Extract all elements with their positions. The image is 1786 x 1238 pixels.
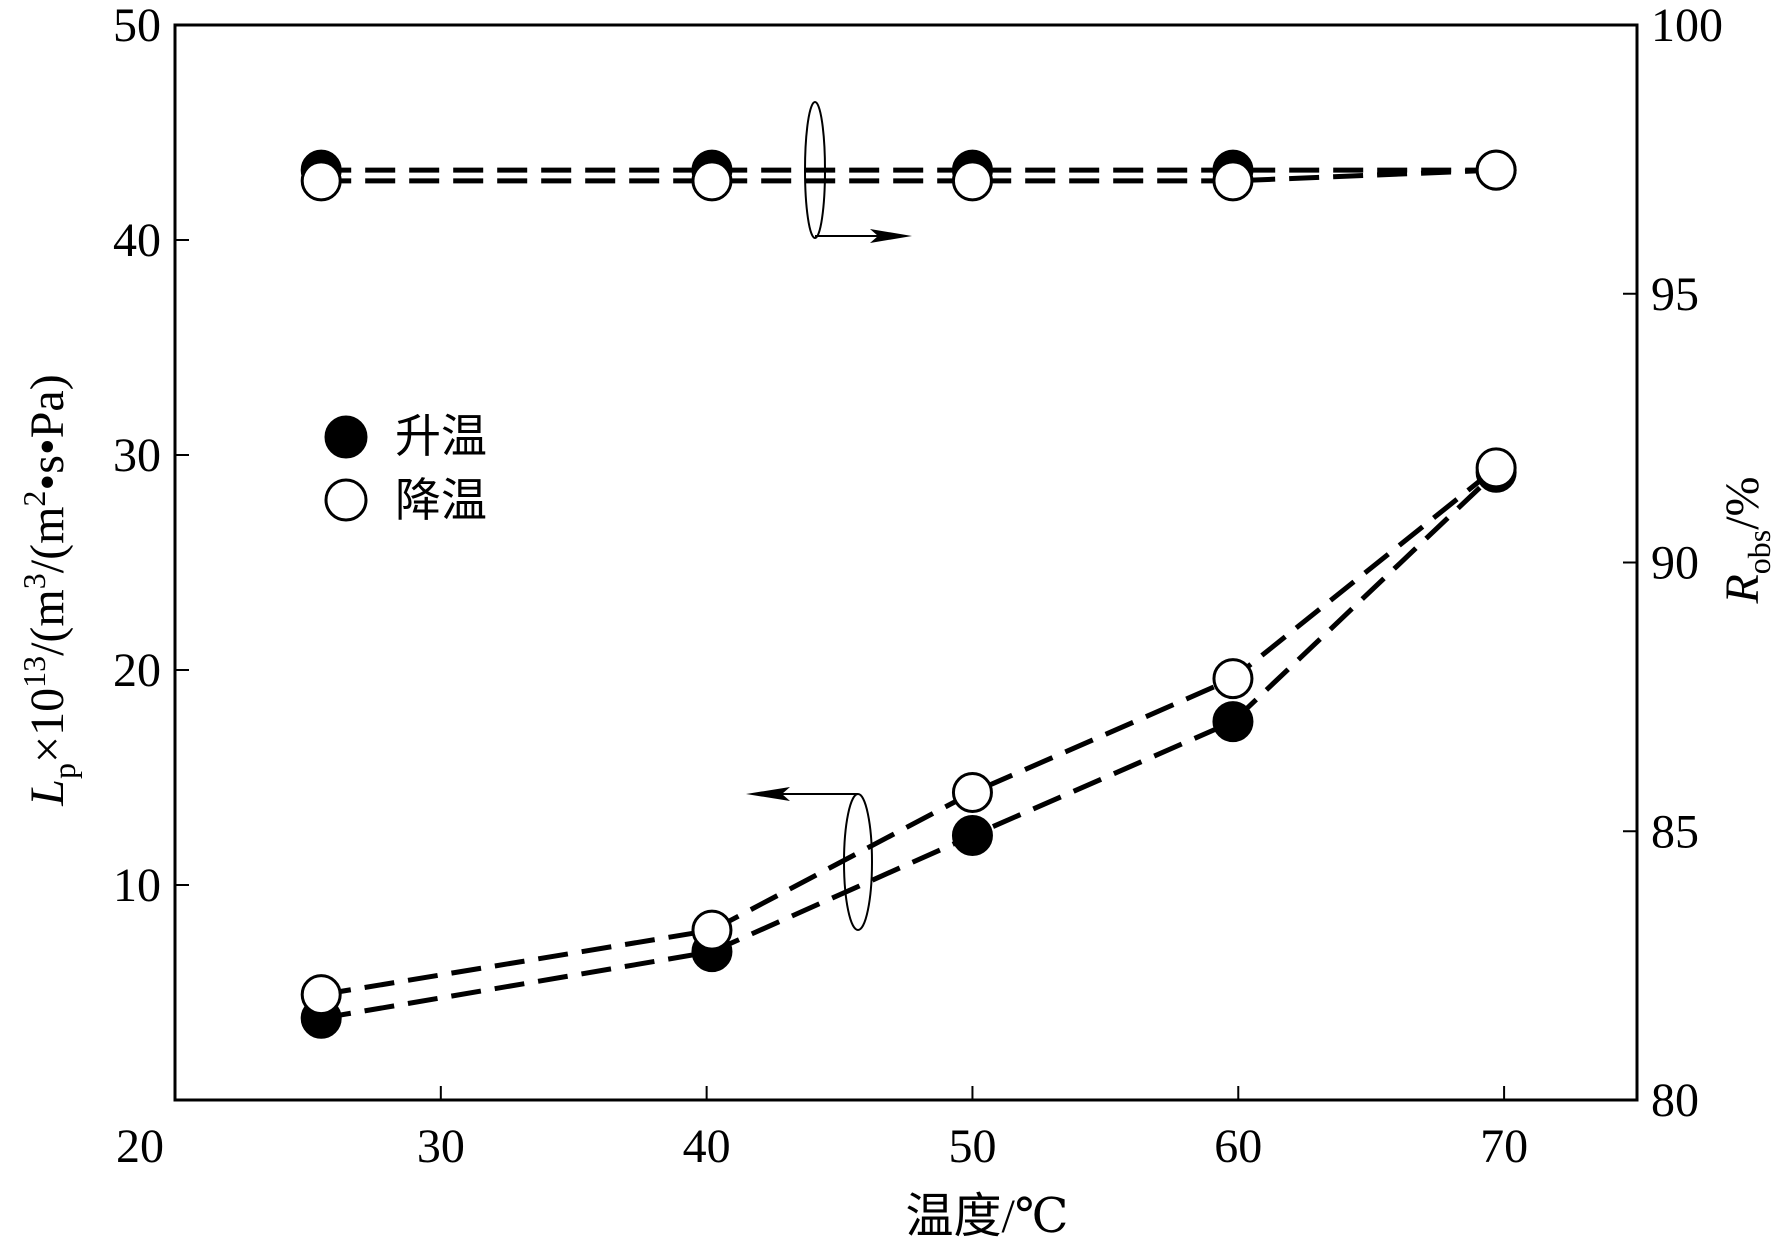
- ticks: 20 30 40 50 60 70 10 20 30 40 50 80 85 90 95 100: [113, 0, 1723, 1173]
- y-left-tick-label: 30: [113, 429, 161, 482]
- y-left-tick-label: 10: [113, 859, 161, 912]
- data-point-open: [951, 160, 993, 202]
- x-tick-label: 50: [948, 1120, 996, 1173]
- data-point-filled: [1212, 701, 1254, 743]
- x-tick-label: 70: [1480, 1120, 1528, 1173]
- series-markers: [300, 149, 1517, 1039]
- svg-text:Lp×1013/(m3/(m2•s•Pa): Lp×1013/(m3/(m2•s•Pa): [16, 374, 82, 806]
- data-point-open: [691, 160, 733, 202]
- right-y-axis-title: Robs/%: [1716, 476, 1777, 604]
- legend-marker-open: [324, 478, 368, 522]
- series-line: [320, 465, 1498, 998]
- plot-frame: [173, 23, 1639, 1102]
- y-right-tick-label: 90: [1651, 537, 1699, 590]
- data-point-open: [1475, 149, 1517, 191]
- right-axis-annotation: [804, 101, 912, 243]
- series-lines: [320, 167, 1498, 1021]
- left-y-axis-title: Lp×1013/(m3/(m2•s•Pa): [16, 374, 82, 806]
- legend-marker-filled: [324, 415, 368, 459]
- legend: 升温 降温: [324, 409, 487, 527]
- data-point-filled: [951, 815, 993, 857]
- y-right-tick-label: 95: [1651, 268, 1699, 321]
- series-line: [320, 470, 1498, 1021]
- x-tick-label: 20: [116, 1120, 164, 1173]
- y-left-tick-label: 40: [113, 214, 161, 267]
- data-point-open: [951, 772, 993, 814]
- data-point-open: [300, 974, 342, 1016]
- x-tick-label: 40: [683, 1120, 731, 1173]
- legend-label-heating: 升温: [395, 409, 487, 463]
- svg-text:Robs/%: Robs/%: [1716, 476, 1777, 604]
- y-right-tick-label: 85: [1651, 805, 1699, 858]
- y-left-tick-label: 50: [113, 0, 161, 52]
- x-tick-label: 30: [417, 1120, 465, 1173]
- left-axis-annotation: [746, 787, 873, 931]
- x-axis-title: 温度/℃: [905, 1190, 1068, 1238]
- y-left-tick-label: 20: [113, 644, 161, 697]
- y-right-tick-label: 80: [1651, 1074, 1699, 1127]
- data-point-open: [1212, 160, 1254, 202]
- data-point-open: [300, 160, 342, 202]
- x-tick-label: 60: [1214, 1120, 1262, 1173]
- data-point-open: [1475, 447, 1517, 489]
- y-right-tick-label: 100: [1651, 0, 1723, 52]
- data-point-open: [1212, 658, 1254, 700]
- data-point-open: [691, 909, 733, 951]
- legend-label-cooling: 降温: [395, 473, 487, 527]
